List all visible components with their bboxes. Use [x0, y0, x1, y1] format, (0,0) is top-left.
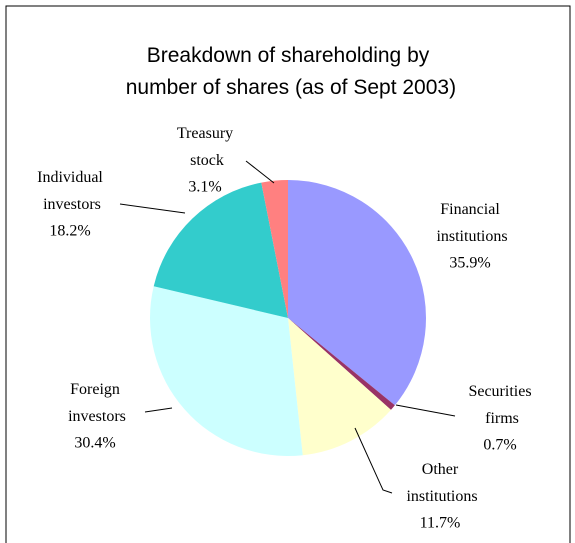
leader-line — [119, 203, 186, 214]
slice-label: Treasury stock — [177, 125, 233, 169]
pie-slice — [153, 182, 288, 318]
pie-slice — [261, 180, 288, 318]
value-label: 0.7% — [483, 437, 516, 454]
value-label: 18.2% — [49, 223, 90, 240]
chart-title: Breakdown of shareholding by number of s… — [120, 44, 456, 99]
slice-label: Other institutions — [402, 461, 477, 505]
value-label: 3.1% — [188, 179, 221, 196]
value-label: 35.9% — [449, 255, 490, 272]
leader-line — [245, 160, 275, 184]
slice-label: Financial institutions — [432, 201, 507, 245]
pie-slice — [149, 286, 303, 456]
pie-slice — [288, 180, 426, 406]
pie-slice — [288, 318, 391, 456]
value-label: 11.7% — [420, 515, 461, 532]
leader-line — [354, 427, 393, 494]
slice-label: Individual investors — [37, 169, 103, 213]
pie-slice — [288, 318, 395, 410]
leader-line — [395, 404, 456, 417]
leader-line — [144, 407, 173, 413]
chart-frame — [5, 5, 571, 543]
value-label: 30.4% — [74, 435, 115, 452]
slice-label: Foreign investors — [64, 381, 126, 425]
slice-label: Securities firms — [468, 383, 531, 427]
